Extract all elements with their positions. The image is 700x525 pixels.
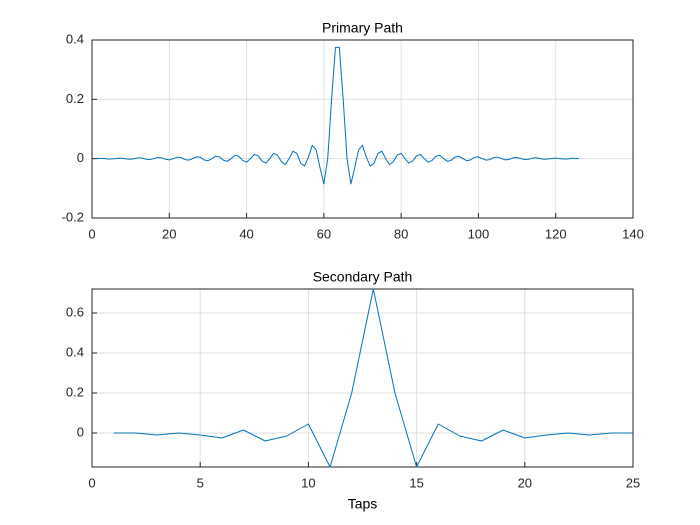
x-tick-label: 60 <box>317 226 331 241</box>
y-tick-label: 0 <box>77 424 84 439</box>
y-tick-label: 0 <box>77 150 84 165</box>
data-line <box>113 288 633 468</box>
x-tick-label: 25 <box>626 475 640 490</box>
data-line <box>95 46 579 185</box>
y-tick-label: 0.2 <box>66 384 84 399</box>
x-tick-label: 100 <box>468 226 490 241</box>
x-tick-label: 80 <box>394 226 408 241</box>
x-tick-label: 5 <box>197 475 204 490</box>
x-tick-label: 20 <box>162 226 176 241</box>
axes-background <box>92 40 633 218</box>
y-tick-label: 0.6 <box>66 304 84 319</box>
x-tick-label: 120 <box>545 226 567 241</box>
chart-title: Primary Path <box>322 20 403 36</box>
x-tick-label: 0 <box>88 226 95 241</box>
x-tick-label: 40 <box>239 226 253 241</box>
chart-title: Secondary Path <box>313 269 413 285</box>
axes-box <box>91 288 634 468</box>
x-tick-label: 0 <box>88 475 95 490</box>
x-tick-label: 10 <box>301 475 315 490</box>
y-tick-label: -0.2 <box>62 209 84 224</box>
x-tick-label: 20 <box>518 475 532 490</box>
axes-background <box>92 289 633 467</box>
y-tick-label: 0.2 <box>66 91 84 106</box>
y-tick-label: 0.4 <box>66 344 84 359</box>
y-tick-label: 0.4 <box>66 31 84 46</box>
axes-box <box>91 39 634 219</box>
x-axis-label: Taps <box>348 496 378 512</box>
x-tick-label: 15 <box>409 475 423 490</box>
x-tick-label: 140 <box>622 226 644 241</box>
